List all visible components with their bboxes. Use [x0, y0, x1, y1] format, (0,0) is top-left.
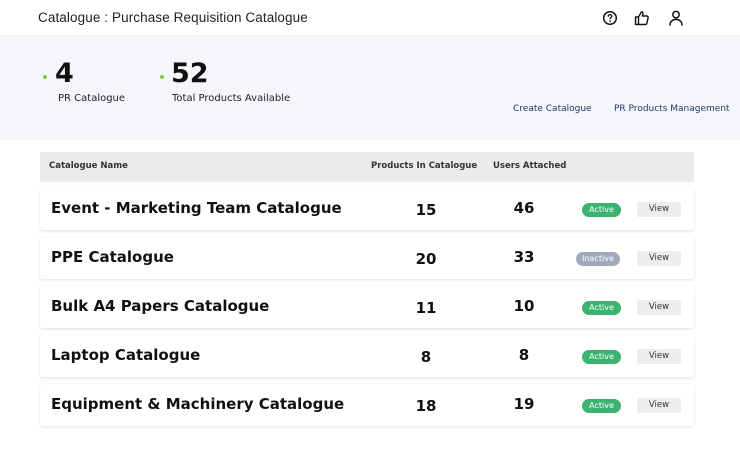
summary-strip: 4 PR Catalogue 52 Total Products Availab…	[0, 36, 740, 140]
products-count: 11	[415, 299, 437, 317]
view-button[interactable]: View	[637, 300, 681, 315]
table-header: Catalogue Name Products In Catalogue Use…	[40, 152, 694, 182]
stat-label: Total Products Available	[172, 93, 291, 104]
users-count: 46	[513, 199, 535, 217]
status-dot-icon	[43, 75, 47, 79]
table-row: Equipment & Machinery Catalogue 18 19 Ac…	[40, 384, 694, 426]
help-icon[interactable]	[601, 9, 619, 27]
users-count: 10	[513, 297, 535, 315]
products-count: 15	[415, 201, 437, 219]
users-count: 33	[513, 248, 535, 266]
view-button[interactable]: View	[637, 202, 681, 217]
table-row: Laptop Catalogue 8 8 Active View	[40, 335, 694, 377]
page-title: Catalogue : Purchase Requisition Catalog…	[38, 10, 308, 25]
users-count: 19	[513, 395, 535, 413]
view-button[interactable]: View	[637, 398, 681, 413]
column-header-products: Products In Catalogue	[371, 161, 478, 171]
table-row: Event - Marketing Team Catalogue 15 46 A…	[40, 188, 694, 230]
view-button[interactable]: View	[637, 251, 681, 266]
status-badge: Active	[582, 203, 621, 217]
stat-value: 52	[171, 58, 209, 89]
table-row: Bulk A4 Papers Catalogue 11 10 Active Vi…	[40, 286, 694, 328]
status-badge: Active	[582, 301, 621, 315]
user-icon[interactable]	[667, 9, 685, 27]
catalogue-name: Laptop Catalogue	[51, 346, 201, 364]
column-header-name: Catalogue Name	[49, 161, 128, 171]
catalogue-list-card: Catalogue Name Products In Catalogue Use…	[32, 140, 708, 458]
status-badge: Active	[582, 399, 621, 413]
catalogue-name: PPE Catalogue	[51, 248, 174, 266]
products-count: 20	[415, 250, 437, 268]
catalogue-name: Equipment & Machinery Catalogue	[51, 395, 345, 413]
status-dot-icon	[160, 75, 164, 79]
stat-label: PR Catalogue	[58, 93, 126, 104]
table-row: PPE Catalogue 20 33 Inactive View	[40, 237, 694, 279]
catalogue-name: Event - Marketing Team Catalogue	[51, 199, 342, 217]
stat-value: 4	[55, 58, 74, 89]
users-count: 8	[518, 346, 530, 364]
status-badge: Active	[582, 350, 621, 364]
pr-products-management-link[interactable]: PR Products Management	[614, 104, 730, 114]
status-badge: Inactive	[576, 252, 620, 266]
products-count: 8	[420, 348, 432, 366]
view-button[interactable]: View	[637, 349, 681, 364]
catalogue-name: Bulk A4 Papers Catalogue	[51, 297, 270, 315]
create-catalogue-link[interactable]: Create Catalogue	[513, 104, 592, 114]
top-header: Catalogue : Purchase Requisition Catalog…	[0, 0, 740, 36]
products-count: 18	[415, 397, 437, 415]
thumbs-up-icon[interactable]	[633, 9, 651, 27]
column-header-users: Users Attached	[493, 161, 567, 171]
